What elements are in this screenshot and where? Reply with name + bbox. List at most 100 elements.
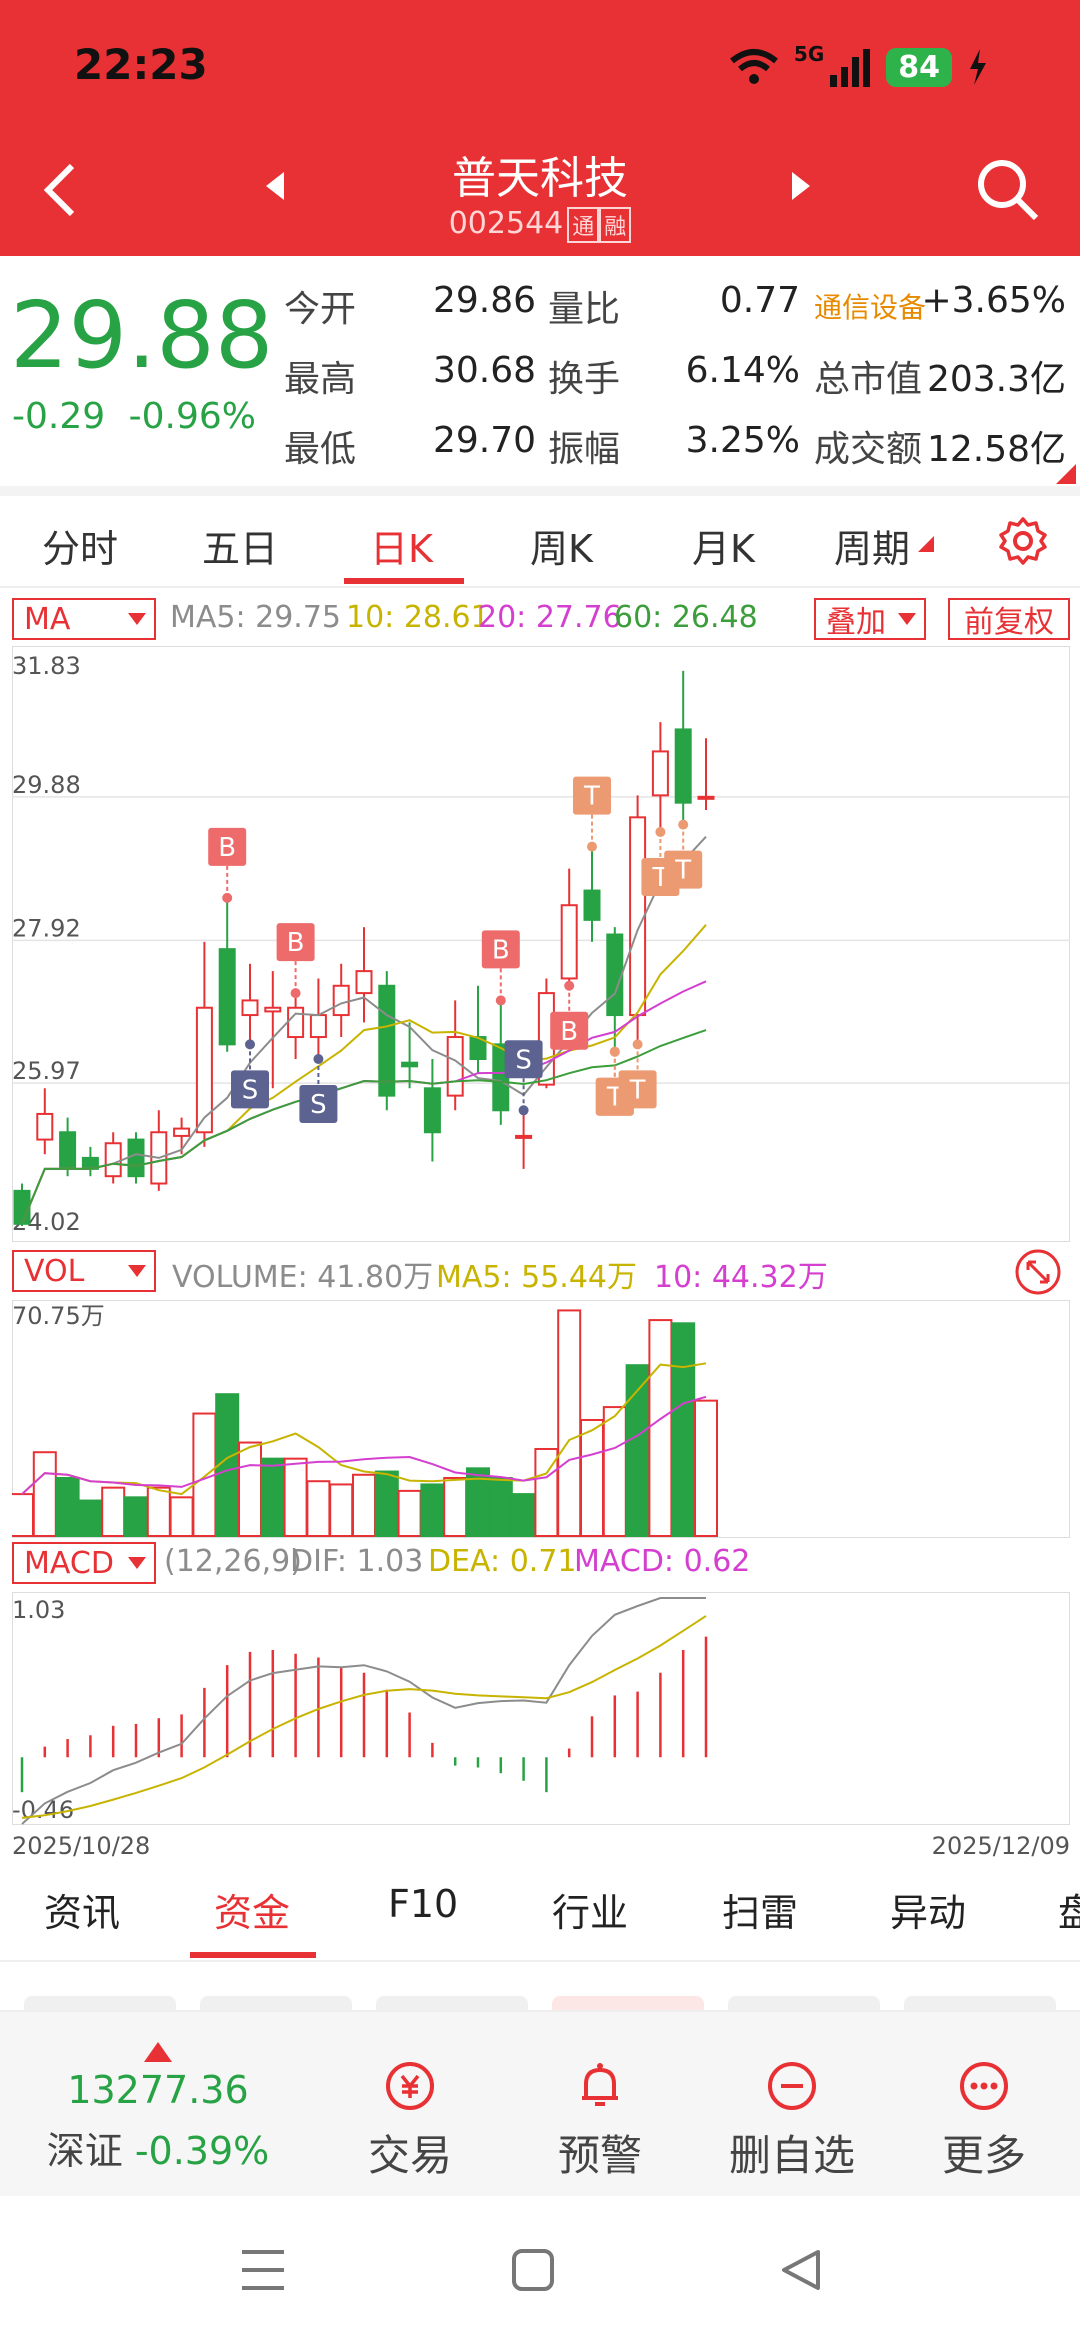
kline-tabs: 分时 五日 日K 周K 月K 周期	[0, 496, 1080, 588]
volume-chart[interactable]: 70.75万	[12, 1300, 1070, 1538]
index-widget[interactable]: 13277.36 深证 -0.39%	[20, 2012, 300, 2198]
trade-label: 交易	[367, 2131, 452, 2180]
candle	[515, 1134, 533, 1139]
remove-watchlist-button[interactable]: 删自选	[712, 2058, 872, 2183]
buy-marker	[550, 1011, 589, 1050]
settings-gear-icon[interactable]	[998, 516, 1048, 566]
chart-frame	[12, 646, 1070, 1242]
marker-label: T	[629, 1075, 646, 1105]
trade-icon	[386, 2062, 434, 2110]
ma60-value: 60: 26.48	[614, 600, 758, 635]
bell-icon	[582, 2063, 618, 2106]
tab-weekly-k[interactable]: 周K	[530, 527, 593, 571]
volume-bar	[146, 1486, 171, 1538]
overlay-button[interactable]: 叠加	[814, 598, 926, 640]
volume-bar	[283, 1457, 308, 1537]
candle	[423, 1087, 441, 1134]
volume-bar	[580, 1418, 604, 1537]
more-button[interactable]: 更多	[904, 2058, 1064, 2183]
fullscreen-icon[interactable]	[1014, 1248, 1062, 1296]
marker-dot	[495, 995, 506, 1006]
tab-five-day[interactable]: 五日	[202, 527, 279, 571]
change-value: -0.29	[12, 396, 106, 437]
back-nav-icon[interactable]	[778, 2248, 822, 2292]
menu-icon[interactable]	[240, 2248, 286, 2292]
stock-name: 普天科技	[452, 153, 628, 204]
more-label: 更多	[941, 2131, 1026, 2180]
vol-ma5-value: MA5: 55.44万	[436, 1260, 638, 1295]
tab-risk-scan[interactable]: 扫雷	[722, 1891, 799, 1935]
value-volume-ratio: 0.77	[719, 280, 800, 321]
price-change: -0.29 -0.96%	[12, 396, 256, 437]
macd-chart[interactable]: 1.03 -0.46 2025/10/28 2025/12/09	[12, 1592, 1070, 1860]
expand-corner-icon[interactable]	[1056, 464, 1076, 484]
index-value: 13277.36	[67, 2068, 249, 2112]
adjust-button[interactable]: 前复权	[948, 598, 1070, 640]
search-icon[interactable]	[974, 156, 1040, 222]
app-header: 22:23 5G 84 普天科技 002544 通融	[0, 0, 1080, 256]
candle	[583, 889, 601, 921]
label-sector[interactable]: 通信设备	[814, 291, 927, 324]
tab-capital[interactable]: 资金	[214, 1891, 291, 1935]
volume-bar	[169, 1496, 194, 1538]
active-tab-underline	[344, 578, 464, 584]
value-low: 29.70	[432, 420, 536, 461]
tab-monthly-k[interactable]: 月K	[692, 527, 755, 571]
volume-bar	[420, 1483, 445, 1537]
status-time: 22:23	[74, 40, 208, 89]
macd-selector[interactable]: MACD	[12, 1542, 156, 1584]
marker-label: S	[515, 1045, 532, 1075]
tab-period[interactable]: 周期	[834, 527, 911, 571]
sell-marker	[299, 1085, 338, 1124]
tab-intraday[interactable]: 分时	[42, 527, 119, 571]
volume-bar	[55, 1476, 80, 1538]
candle	[173, 1127, 191, 1137]
back-icon[interactable]	[40, 160, 80, 220]
change-percent: -0.96%	[128, 396, 256, 437]
dea-value: DEA: 0.71	[428, 1544, 577, 1579]
network-label: 5G	[793, 42, 825, 66]
marker-dot	[245, 1039, 255, 1050]
dea-line	[21, 1615, 707, 1819]
volume-bar	[397, 1489, 422, 1537]
trade-button[interactable]: 交易	[330, 2058, 490, 2183]
vol-selector[interactable]: VOL	[12, 1250, 156, 1292]
ma20-value: 20: 27.76	[478, 600, 622, 635]
volume-bar	[260, 1457, 285, 1537]
y-tick-label: -0.46	[12, 1796, 74, 1824]
period-dropdown-icon	[918, 536, 934, 552]
tab-industry[interactable]: 行业	[552, 1891, 629, 1935]
next-stock-icon[interactable]	[790, 170, 814, 202]
prev-stock-icon[interactable]	[262, 170, 286, 202]
volume-bar	[12, 1493, 34, 1537]
dif-value: DIF: 1.03	[290, 1544, 424, 1579]
wifi-icon	[730, 49, 778, 84]
alert-button[interactable]: 预警	[520, 2058, 680, 2183]
tab-unusual[interactable]: 异动	[890, 1891, 967, 1935]
system-navbar	[0, 2196, 1080, 2344]
home-icon[interactable]	[510, 2248, 556, 2292]
label-turnover: 换手	[548, 359, 621, 400]
candle	[104, 1142, 122, 1178]
bottom-action-bar: 13277.36 深证 -0.39% 交易 预警 删自选 更多	[0, 2010, 1080, 2196]
ma-selector[interactable]: MA	[12, 598, 156, 640]
volume-bar	[694, 1399, 718, 1537]
candle	[401, 1061, 419, 1068]
y-tick-label: 29.88	[12, 771, 81, 799]
tab-more-cut[interactable]: 盘	[1058, 1891, 1080, 1935]
tab-daily-k[interactable]: 日K	[370, 527, 433, 571]
dif-line	[21, 1597, 706, 1825]
divider	[0, 486, 1080, 496]
charging-icon	[970, 49, 986, 85]
alert-label: 预警	[557, 2131, 642, 2180]
candle	[446, 1036, 464, 1097]
tab-f10[interactable]: F10	[388, 1882, 459, 1926]
ma5-line	[21, 836, 707, 1225]
tab-news[interactable]: 资讯	[44, 1891, 121, 1935]
marker-label: B	[560, 1017, 578, 1047]
volume-bar	[443, 1476, 468, 1538]
more-dots-icon	[960, 2062, 1008, 2110]
candle	[355, 970, 373, 995]
volume-bar	[671, 1322, 696, 1538]
